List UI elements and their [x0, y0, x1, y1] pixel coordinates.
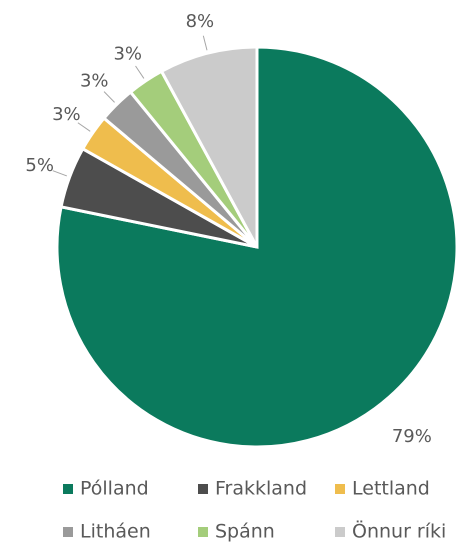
legend-swatch: [63, 527, 73, 537]
data-label: 79%: [392, 426, 432, 447]
legend-label: Litháen: [80, 521, 151, 543]
data-label: 3%: [113, 43, 142, 64]
legend-label: Spánn: [215, 521, 275, 543]
legend-swatch: [198, 527, 208, 537]
legend-label: Pólland: [80, 478, 149, 500]
data-label: 3%: [52, 104, 81, 125]
legend-label: Frakkland: [215, 478, 307, 500]
data-label: 3%: [80, 71, 109, 92]
legend-swatch: [198, 484, 208, 494]
legend-swatch: [63, 484, 73, 494]
legend-label: Önnur ríki: [352, 520, 446, 543]
leader-line: [103, 91, 115, 103]
data-label: 8%: [186, 11, 215, 32]
leader-line: [135, 65, 145, 79]
legend-swatch: [335, 484, 345, 494]
leader-line: [52, 170, 68, 177]
leader-line: [202, 35, 208, 51]
leader-line: [77, 122, 91, 132]
pie-slice: [159, 45, 259, 248]
legend-swatch: [335, 527, 345, 537]
legend-label: Lettland: [352, 478, 430, 500]
data-label: 5%: [25, 155, 54, 176]
